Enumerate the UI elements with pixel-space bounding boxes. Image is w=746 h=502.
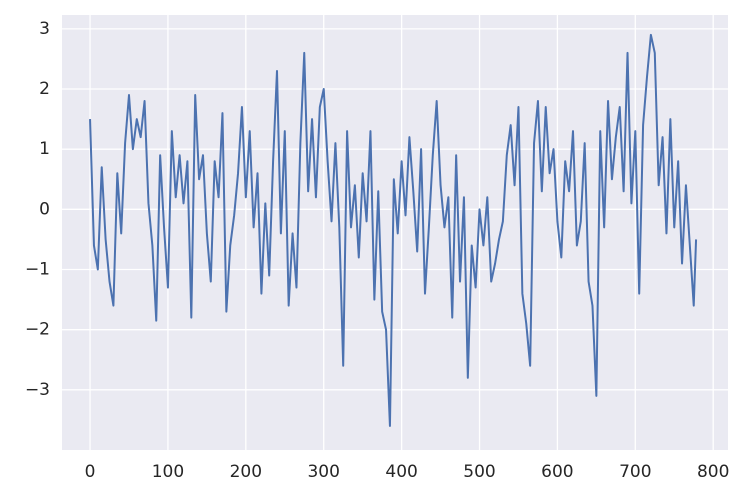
x-tick-label: 100 <box>152 462 184 482</box>
data-line <box>89 33 698 427</box>
plot-area <box>62 15 728 450</box>
x-tick-label: 700 <box>619 462 651 482</box>
y-tick-label: 3 <box>39 19 50 39</box>
y-tick-label: −1 <box>25 260 50 280</box>
x-tick-label: 0 <box>85 462 96 482</box>
y-tick-label: −3 <box>25 380 50 400</box>
x-tick-label: 200 <box>230 462 262 482</box>
x-tick-label: 800 <box>697 462 729 482</box>
y-tick-label: 1 <box>39 139 50 159</box>
y-tick-label: −2 <box>25 320 50 340</box>
x-tick-label: 400 <box>385 462 417 482</box>
x-tick-label: 600 <box>541 462 573 482</box>
y-tick-label: 0 <box>39 199 50 219</box>
x-tick-label: 500 <box>463 462 495 482</box>
x-tick-label: 300 <box>307 462 339 482</box>
y-tick-label: 2 <box>39 79 50 99</box>
